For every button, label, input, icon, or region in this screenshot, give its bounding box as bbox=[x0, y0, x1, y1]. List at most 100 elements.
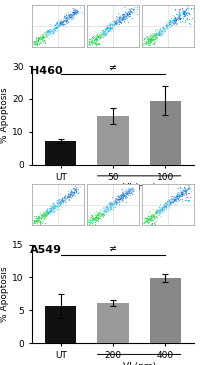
Point bbox=[153, 36, 157, 42]
Point bbox=[37, 37, 41, 43]
Point bbox=[36, 41, 39, 47]
Point bbox=[58, 20, 62, 26]
Point bbox=[65, 20, 68, 26]
Point bbox=[100, 212, 104, 218]
Point bbox=[72, 8, 76, 14]
Point bbox=[56, 20, 59, 26]
Point bbox=[52, 201, 56, 207]
Point bbox=[132, 189, 135, 195]
Point bbox=[95, 35, 98, 41]
Point bbox=[178, 14, 181, 19]
Point bbox=[37, 217, 40, 223]
Point bbox=[126, 190, 129, 196]
Point bbox=[75, 11, 78, 17]
Point bbox=[54, 23, 57, 29]
Point bbox=[48, 206, 51, 212]
Point bbox=[158, 29, 161, 35]
Point bbox=[165, 205, 168, 211]
Point bbox=[95, 42, 98, 48]
Point bbox=[58, 198, 61, 204]
Point bbox=[111, 25, 114, 31]
Point bbox=[47, 210, 50, 215]
Point bbox=[160, 204, 164, 210]
Point bbox=[95, 214, 98, 220]
Point bbox=[170, 200, 173, 205]
Point bbox=[146, 219, 149, 225]
Point bbox=[185, 15, 188, 21]
Point bbox=[45, 212, 48, 218]
Point bbox=[120, 20, 123, 26]
Point bbox=[126, 189, 129, 195]
Point bbox=[94, 212, 98, 218]
Point bbox=[174, 197, 177, 203]
Point bbox=[72, 11, 75, 17]
Point bbox=[144, 41, 148, 47]
Text: VJ (nm): VJ (nm) bbox=[123, 362, 156, 365]
Point bbox=[45, 208, 48, 214]
Point bbox=[128, 187, 131, 193]
Point bbox=[114, 204, 117, 210]
Point bbox=[104, 205, 107, 211]
Point bbox=[130, 6, 133, 12]
Point bbox=[183, 11, 186, 17]
Point bbox=[120, 197, 124, 203]
Point bbox=[70, 12, 73, 18]
Point bbox=[43, 38, 47, 44]
Point bbox=[119, 18, 122, 24]
Point bbox=[45, 31, 48, 36]
Point bbox=[143, 41, 147, 47]
Point bbox=[64, 202, 67, 208]
Point bbox=[164, 26, 167, 32]
Point bbox=[57, 199, 60, 205]
Point bbox=[150, 36, 153, 42]
Point bbox=[172, 195, 176, 201]
Point bbox=[115, 202, 118, 208]
Point bbox=[113, 199, 117, 204]
Point bbox=[59, 20, 62, 26]
Point bbox=[66, 19, 69, 25]
Point bbox=[70, 194, 73, 200]
Point bbox=[180, 190, 183, 196]
Point bbox=[61, 199, 64, 205]
Point bbox=[162, 205, 165, 211]
Point bbox=[131, 11, 134, 16]
Point bbox=[153, 214, 156, 220]
Point bbox=[148, 36, 151, 42]
Point bbox=[53, 204, 56, 210]
Point bbox=[73, 13, 76, 19]
Point bbox=[96, 212, 99, 218]
Point bbox=[65, 196, 68, 202]
Point bbox=[119, 195, 122, 200]
Point bbox=[103, 208, 106, 214]
Point bbox=[75, 185, 79, 191]
Point bbox=[109, 201, 112, 207]
Point bbox=[102, 212, 105, 218]
Point bbox=[159, 203, 162, 208]
Point bbox=[153, 212, 156, 218]
Point bbox=[76, 8, 79, 14]
Point bbox=[175, 194, 179, 200]
Point bbox=[164, 201, 167, 207]
Point bbox=[176, 196, 179, 201]
Point bbox=[111, 202, 115, 208]
Point bbox=[109, 23, 112, 28]
Point bbox=[61, 22, 64, 27]
Point bbox=[167, 23, 170, 29]
Point bbox=[145, 39, 148, 45]
Point bbox=[175, 19, 178, 24]
Point bbox=[52, 202, 55, 208]
Point bbox=[113, 20, 117, 26]
Point bbox=[178, 11, 181, 17]
Point bbox=[61, 197, 64, 203]
Point bbox=[53, 28, 56, 34]
Point bbox=[177, 15, 180, 21]
Point bbox=[38, 40, 41, 46]
Point bbox=[119, 19, 122, 25]
Point bbox=[135, 4, 138, 10]
Point bbox=[104, 33, 107, 39]
Point bbox=[118, 22, 121, 27]
Point bbox=[143, 221, 146, 227]
Point bbox=[128, 189, 131, 195]
Point bbox=[108, 26, 111, 31]
Point bbox=[158, 205, 161, 211]
